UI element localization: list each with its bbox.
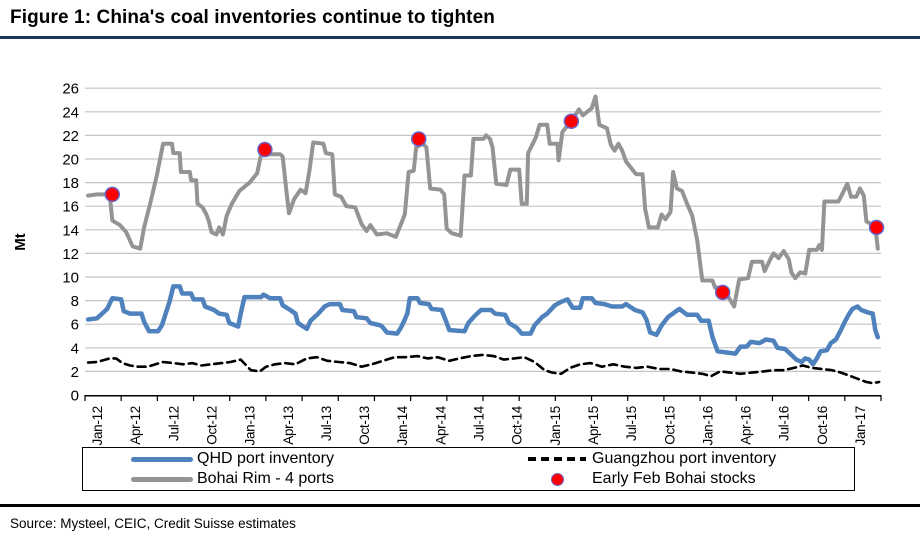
y-tick-label: 18 [62, 175, 79, 192]
x-tick-label: Jul-14 [472, 405, 487, 441]
early-feb-dot [714, 284, 731, 301]
y-tick-label: 10 [62, 270, 79, 287]
guangzhou-dashed-line-icon [526, 457, 588, 461]
gridlines [85, 87, 881, 372]
y-tick-label: 0 [71, 388, 79, 405]
early-feb-dot [868, 219, 885, 236]
source-divider [0, 504, 920, 507]
y-tick-label: 4 [71, 340, 79, 357]
x-tick-label: Jan-17 [853, 406, 868, 445]
x-tick-label: Jul-16 [777, 406, 792, 441]
source-note: Source: Mysteel, CEIC, Credit Suisse est… [10, 516, 296, 531]
x-tick-label: Oct-14 [510, 405, 525, 445]
x-tick-label: Oct-15 [662, 406, 677, 445]
x-tick-label: Apr-13 [281, 406, 296, 445]
early-feb-dot [104, 186, 121, 203]
legend-label-early-feb: Early Feb Bohai stocks [592, 470, 756, 487]
y-tick-label: 6 [71, 317, 79, 334]
x-tick-label: Jan-15 [548, 406, 563, 445]
y-tick-label: 14 [62, 222, 79, 239]
legend-label-qhd: QHD port inventory [197, 450, 334, 467]
y-tick-label: 24 [62, 104, 79, 121]
x-tick-label: Jul-12 [166, 406, 181, 441]
legend-item-bohai: Bohai Rim - 4 ports [83, 470, 468, 489]
figure-title: Figure 1: China's coal inventories conti… [10, 7, 495, 28]
x-tick-label: Jan-13 [243, 406, 258, 445]
y-tick-label: 16 [62, 199, 79, 216]
title-underline [0, 36, 920, 39]
legend-label-bohai: Bohai Rim - 4 ports [197, 470, 334, 487]
legend-label-guangzhou: Guangzhou port inventory [592, 450, 777, 467]
x-tick-label: Jan-16 [700, 406, 715, 445]
y-tick-label: 22 [62, 128, 79, 145]
y-tick-label: 20 [62, 152, 79, 169]
series-guangzhou-port-inventory [86, 353, 881, 385]
x-tick-label: Oct-12 [204, 406, 219, 445]
legend-item-qhd: QHD port inventory [83, 450, 468, 469]
qhd-line-icon [131, 456, 193, 462]
x-tick-label: Oct-16 [815, 406, 830, 445]
early-feb-dot [257, 141, 273, 158]
x-tick-label: Jul-15 [624, 406, 639, 441]
x-tick-label: Jul-13 [319, 406, 334, 441]
x-tick-label: Apr-12 [128, 406, 143, 445]
x-tick-label: Jan-14 [395, 405, 410, 445]
early-feb-dot [563, 113, 580, 129]
bohai-line-icon [131, 476, 193, 482]
legend-item-guangzhou: Guangzhou port inventory [468, 450, 854, 469]
x-tick-label: Apr-14 [433, 405, 448, 445]
y-tick-label: 8 [71, 293, 79, 310]
early-feb-dot [410, 131, 427, 147]
x-tick-label: Jan-12 [90, 406, 105, 445]
y-axis-title: Mt [12, 233, 29, 251]
y-tick-label: 2 [71, 364, 79, 381]
series-qhd-port-inventory [85, 284, 881, 367]
y-tick-label: 12 [62, 246, 79, 263]
x-tick-label: Apr-15 [586, 406, 601, 445]
legend-item-early-feb: Early Feb Bohai stocks [468, 470, 854, 489]
series-bohai-rim-4-ports [86, 94, 880, 309]
x-tick-label: Apr-16 [739, 406, 754, 445]
x-tick-label: Oct-13 [357, 406, 372, 445]
red-dot-icon [526, 472, 588, 486]
chart-legend: QHD port inventory Guangzhou port invent… [82, 447, 855, 491]
y-tick-label: 26 [62, 81, 79, 98]
